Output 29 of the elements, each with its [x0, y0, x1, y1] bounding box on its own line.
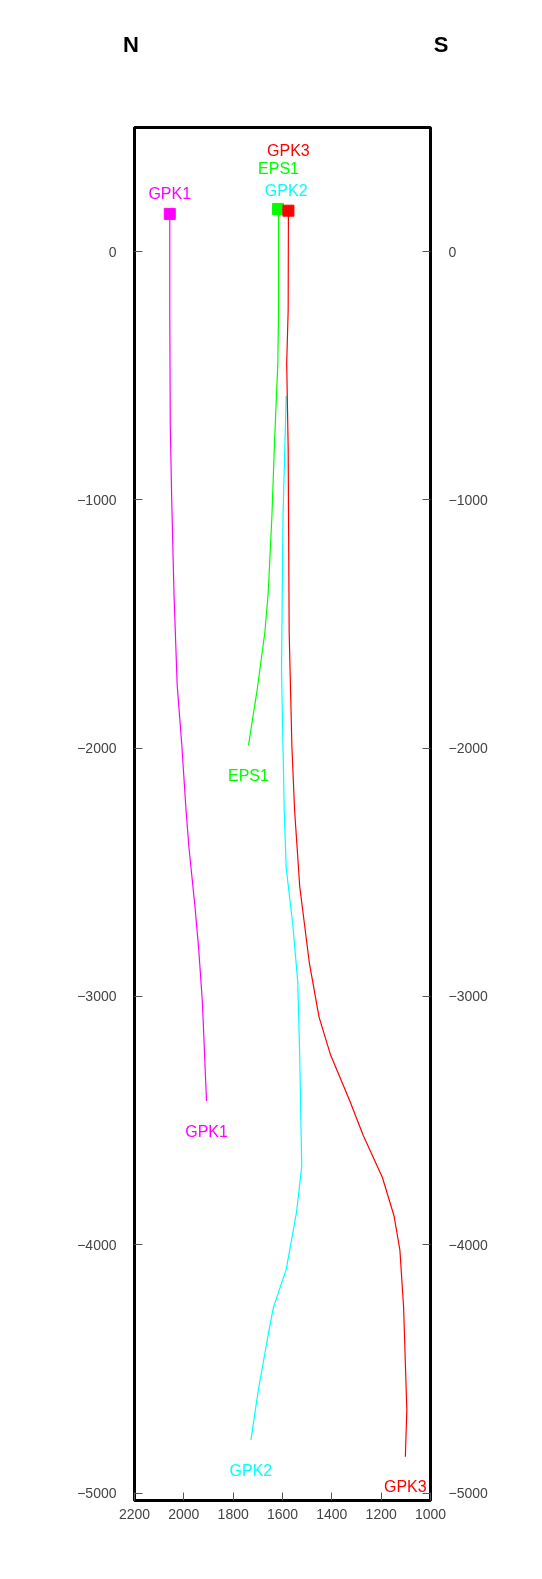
y-tick-label: −4000: [77, 1236, 117, 1253]
series-label: GPK3: [384, 1478, 427, 1496]
y2-tick-label: −5000: [448, 1485, 489, 1502]
text: S: [433, 31, 449, 60]
y-tick-label: −5000: [77, 1485, 117, 1502]
y2-tick-label: −4000: [448, 1236, 489, 1253]
series-label: GPK2: [229, 1461, 273, 1479]
x-tick-label: 2200: [118, 1505, 151, 1522]
y-tick-label: −2000: [77, 740, 117, 757]
x-tick-label: 1800: [217, 1505, 249, 1522]
text: GPK1: [185, 1122, 228, 1140]
y2-tick-label: −2000: [448, 740, 489, 757]
text: GPK2: [264, 182, 308, 200]
y2-tick-label: −1000: [448, 491, 489, 508]
y2-tick-label: 0: [448, 243, 457, 260]
x-tick-label: 2000: [168, 1505, 200, 1522]
y-tick-label: 0: [108, 243, 117, 260]
y-tick-label: −3000: [77, 988, 117, 1005]
x-tick-label: 1400: [316, 1505, 348, 1522]
x-tick-label: 1600: [266, 1505, 299, 1522]
text: N: [123, 31, 139, 60]
series-label: GPK1: [148, 185, 192, 203]
y-tick-label: −1000: [77, 491, 117, 508]
series-label: EPS1: [228, 766, 270, 784]
x-tick-label: 1200: [365, 1505, 397, 1522]
x-tick-label: 1000: [414, 1505, 447, 1522]
text: EPS1: [258, 160, 300, 178]
text: GPK3: [267, 142, 310, 160]
y2-tick-label: −3000: [448, 988, 489, 1005]
